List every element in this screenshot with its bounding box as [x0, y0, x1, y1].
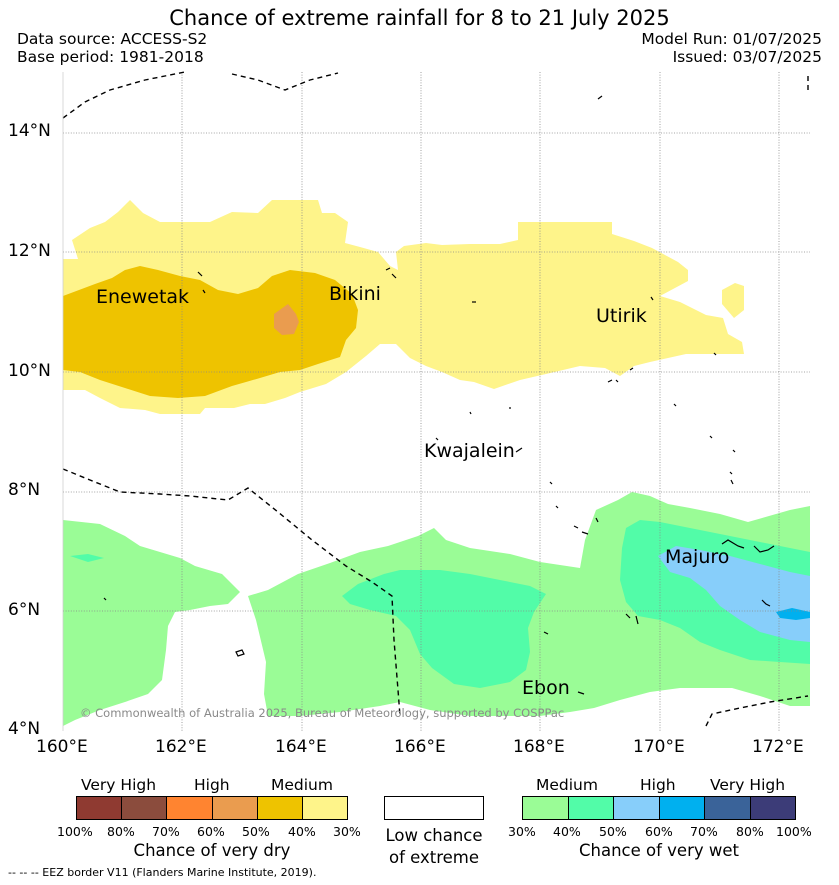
wet-30-40-small-patch [70, 554, 104, 562]
eez-borders [62, 71, 809, 727]
place-label-utirik: Utirik [596, 305, 647, 327]
wet-colorbar [522, 796, 796, 820]
lat-tick-6n: 6°N [8, 600, 41, 620]
lat-tick-8n: 8°N [8, 480, 41, 500]
dry-tick-100: 100% [57, 824, 93, 839]
wet-legend-caption: Chance of very wet [579, 841, 739, 860]
lon-tick-166e: 166°E [394, 737, 446, 757]
place-label-majuro: Majuro [665, 546, 730, 568]
dry-legend-high: High [194, 776, 230, 794]
low-chance-caption-line2: of extreme [388, 848, 480, 867]
wet-tick-30: 30% [508, 824, 536, 839]
data-source-label: Data source: ACCESS-S2 [17, 30, 208, 48]
low-chance-caption-line1: Low chance [385, 826, 483, 845]
dry-tick-70: 70% [152, 824, 180, 839]
wet-legend-very-high: Very High [710, 776, 786, 794]
wet-tick-50: 50% [599, 824, 627, 839]
model-run-label: Model Run: 01/07/2025 [641, 30, 822, 48]
dry-tick-30: 30% [333, 824, 361, 839]
lon-tick-172e: 172°E [752, 737, 804, 757]
wet-tick-60: 60% [645, 824, 673, 839]
issued-label: Issued: 03/07/2025 [672, 48, 822, 66]
dry-tick-60: 60% [197, 824, 225, 839]
wet-legend-high: High [640, 776, 676, 794]
gridlines [63, 72, 810, 731]
wet-40-50-central [342, 570, 546, 688]
wet-swatch-50-60 [614, 797, 660, 819]
lat-tick-12n: 12°N [8, 241, 51, 261]
dry-swatch-100-80 [77, 797, 123, 819]
lon-tick-160e: 160°E [36, 737, 88, 757]
lat-tick-4n: 4°N [8, 719, 41, 739]
map-plot-area [62, 71, 810, 731]
dry-30-40-patch [722, 283, 744, 318]
dry-legend-caption: Chance of very dry [133, 841, 291, 860]
dry-swatch-60-50 [212, 797, 258, 819]
dry-swatch-70-60 [167, 797, 213, 819]
wet-swatch-80-100 [750, 797, 795, 819]
dry-50-60-patch [274, 304, 299, 335]
atolls [103, 95, 775, 695]
wet-swatch-70-80 [705, 797, 751, 819]
wet-swatch-60-70 [659, 797, 705, 819]
lon-tick-164e: 164°E [275, 737, 327, 757]
place-label-enewetak: Enewetak [96, 286, 190, 308]
wet-tick-100: 100% [776, 824, 812, 839]
dry-colorbar [76, 796, 348, 820]
wet-legend-medium: Medium [536, 776, 598, 794]
dry-swatch-40-30 [302, 797, 348, 819]
eez-border-southeast [705, 695, 809, 727]
wet-swatch-30-40 [523, 797, 569, 819]
wet-50-60-east [658, 546, 810, 642]
map-title: Chance of extreme rainfall for 8 to 21 J… [169, 6, 670, 30]
wet-30-40-west [63, 520, 240, 726]
low-chance-swatch [384, 796, 484, 820]
lon-tick-168e: 168°E [513, 737, 565, 757]
copyright-notice: © Commonwealth of Australia 2025, Bureau… [80, 706, 565, 720]
eez-border-north [62, 71, 339, 119]
dry-tick-80: 80% [107, 824, 135, 839]
dry-tick-40: 40% [288, 824, 316, 839]
lat-tick-10n: 10°N [8, 361, 51, 381]
lon-tick-170e: 170°E [633, 737, 685, 757]
place-label-kwajalein: Kwajalein [424, 440, 515, 462]
dry-tick-50: 50% [242, 824, 270, 839]
base-period-label: Base period: 1981-2018 [17, 48, 204, 66]
eez-border-southwest [62, 468, 401, 717]
wet-tick-40: 40% [553, 824, 581, 839]
place-label-bikini: Bikini [329, 283, 381, 305]
wet-tick-80: 80% [736, 824, 764, 839]
wet-swatch-40-50 [568, 797, 614, 819]
wet-tick-70: 70% [690, 824, 718, 839]
lon-tick-162e: 162°E [155, 737, 207, 757]
dry-swatch-80-70 [122, 797, 168, 819]
dry-40-50-region [63, 266, 358, 398]
dry-swatch-50-40 [257, 797, 303, 819]
place-label-ebon: Ebon [522, 677, 570, 699]
dry-legend-very-high: Very High [81, 776, 157, 794]
eez-footnote: -- -- -- EEZ border V11 (Flanders Marine… [8, 866, 317, 879]
dry-legend-medium: Medium [271, 776, 333, 794]
lat-tick-14n: 14°N [8, 121, 51, 141]
